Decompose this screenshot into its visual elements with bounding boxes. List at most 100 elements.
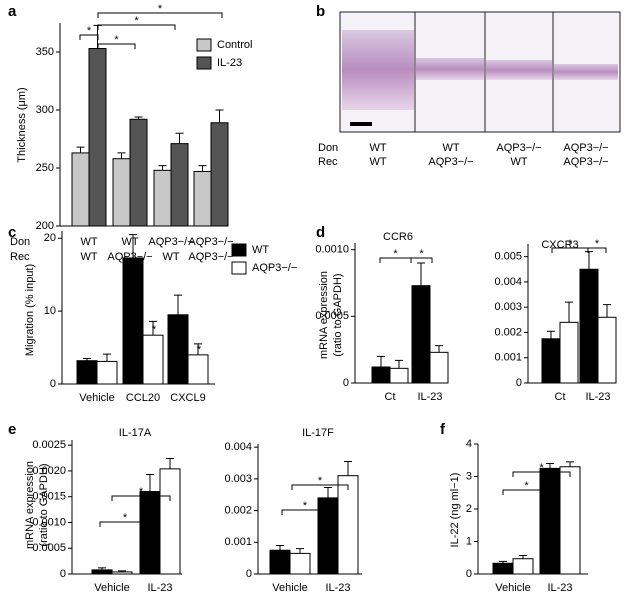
x-tick-label: Vehicle [272,582,307,594]
error-bar [344,460,352,476]
y-tick-label: 0.0005 [32,542,66,554]
error-bar [417,262,425,286]
bar [71,152,90,227]
error-bar [324,486,332,498]
x-tick-label: CXCL9 [170,392,205,404]
y-tick-label: 4 [466,438,472,450]
bar [337,475,359,575]
error-bar [117,152,126,159]
row-label: Rec [10,251,30,263]
y-tick-label: 2 [466,503,472,515]
y-tick-label: 3 [466,470,472,482]
error-bar [149,320,157,336]
significance-label: * [152,324,157,336]
bar [371,366,391,384]
row-label: Rec [318,156,338,168]
significance-label: * [419,248,424,260]
bar [153,169,172,227]
x-tick-label: AQP3−/− [188,251,233,263]
y-tick-label: 0.001 [224,536,252,548]
bar [597,316,617,384]
error-bar [76,146,85,153]
error-bar [215,109,224,123]
panel-label: b [316,3,325,20]
significance-label: * [539,462,544,474]
x-tick-label: IL-23 [417,391,442,403]
chart-title: IL-17F [302,427,334,439]
error-bar [519,554,527,559]
x-tick-label: WT [121,236,138,248]
y-tick-label: 0 [343,377,349,389]
bar [111,571,133,575]
x-tick-label: Vehicle [79,392,114,404]
significance-bracket [512,471,571,477]
significance-label: * [197,344,202,356]
y-tick-label: 0.0005 [315,310,349,322]
y-axis-label: mRNA expression [318,271,330,359]
y-tick-label: 250 [36,162,54,174]
bar [559,466,581,575]
legend-swatch [196,56,212,70]
tissue [486,60,552,80]
y-tick-label: 200 [36,220,54,232]
x-tick-label: IL-23 [325,582,350,594]
bar [96,360,118,385]
legend-label: Control [217,39,252,51]
error-bar [129,234,137,258]
significance-bracket [99,521,151,527]
chart-title: CXCR3 [541,239,578,251]
chart-title: IL-17A [119,427,152,439]
significance-label: * [318,475,323,487]
y-axis-label: Thickness (μm) [16,87,28,162]
x-tick-label: WT [80,236,97,248]
y-axis-label: mRNA expression [24,461,36,549]
bar [170,143,189,227]
significance-bracket [291,484,349,490]
bar [88,48,107,227]
bar [193,170,212,227]
y-axis-label: Migration (% input) [24,264,36,356]
y-tick-label: 0.0025 [32,439,66,451]
x-tick-label: IL-23 [147,582,172,594]
legend-label: WT [252,244,269,256]
y-tick-label: 0.004 [224,441,252,453]
significance-bracket [97,43,136,49]
bar [122,257,144,385]
significance-label: * [114,34,119,46]
bar [579,268,599,384]
x-tick-label: Vehicle [495,582,530,594]
x-tick-label: WT [80,251,97,263]
error-bar [146,474,154,492]
bar [112,158,131,227]
error-bar [276,544,284,551]
row-label: Don [318,142,338,154]
significance-bracket [97,12,223,18]
bar [129,118,148,227]
significance-bracket [587,247,607,253]
significance-bracket [502,489,551,495]
error-bar [174,294,182,315]
error-bar [585,251,593,270]
x-tick-label: IL-23 [547,582,572,594]
legend-swatch [196,38,212,52]
x-tick-label: AQP3−/− [496,142,541,154]
y-tick-label: 0.001 [494,352,522,364]
panel-label: a [8,3,17,20]
significance-bracket [410,257,433,263]
y-tick-label: 0.003 [494,301,522,313]
error-bar [566,461,574,467]
y-tick-label: 0.0010 [315,244,349,256]
bar [289,552,311,575]
significance-label: * [568,238,573,250]
y-tick-label: 0.002 [224,504,252,516]
x-tick-label: WT [510,156,527,168]
bar [210,122,229,227]
x-tick-label: WT [369,156,386,168]
error-bar [565,301,573,323]
significance-label: * [134,15,139,27]
error-bar [296,548,304,554]
x-tick-label: IL-23 [585,391,610,403]
bar [429,351,449,384]
significance-label: * [123,512,128,524]
